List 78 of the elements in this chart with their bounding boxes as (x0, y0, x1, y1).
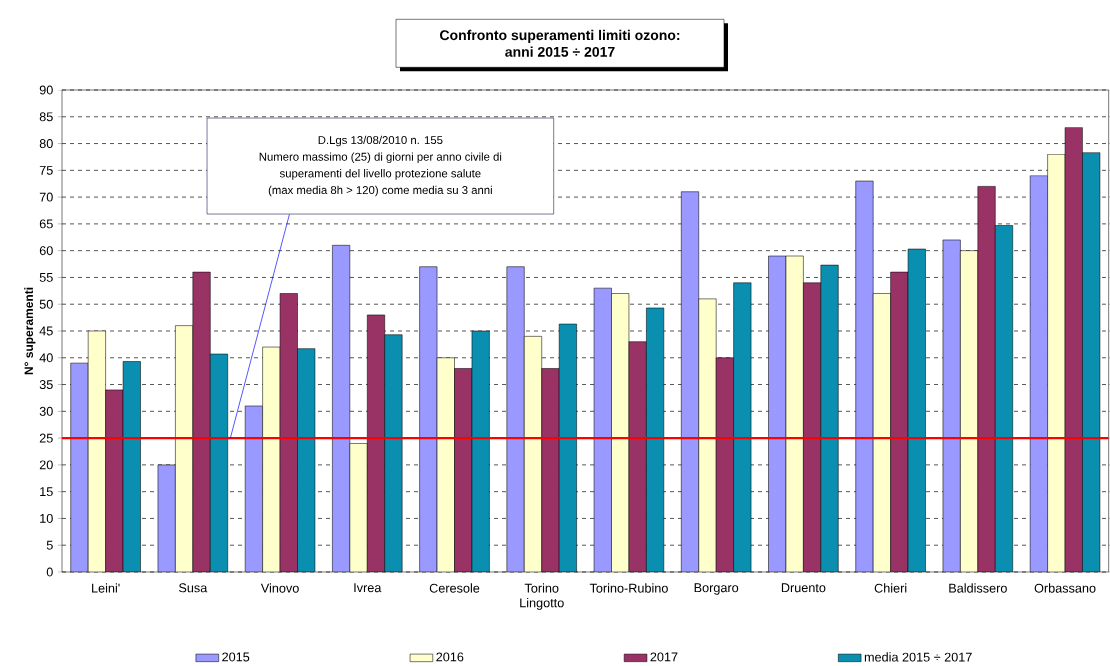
x-tick-label: Vinovo (260, 583, 299, 593)
bar (872, 293, 891, 572)
bar (541, 368, 560, 572)
y-tick-label: 40 (39, 353, 53, 363)
x-tick-label: Leini' (92, 583, 120, 593)
x-tick-label: Torino Lingotto (520, 583, 564, 610)
bar (715, 357, 734, 572)
bar (192, 271, 211, 572)
y-tick-label: 35 (39, 380, 53, 390)
bar (210, 353, 228, 572)
y-axis-title: N° superamenti (24, 287, 36, 375)
bar (262, 346, 281, 572)
bar (122, 361, 141, 572)
legend-label: media 2015 ÷ 2017 (864, 652, 972, 662)
x-tick-label: Ivrea (354, 583, 382, 593)
y-tick-label: 65 (39, 219, 53, 229)
y-tick-label: 85 (39, 112, 53, 122)
y-tick-label: 15 (40, 487, 53, 497)
bar (1082, 152, 1101, 572)
y-tick-label: 5 (46, 540, 53, 550)
legend-label: 2016 (436, 652, 464, 662)
bar (175, 325, 194, 572)
bar (907, 248, 926, 572)
bar (471, 330, 490, 572)
bar (803, 282, 822, 572)
y-tick-label: 30 (39, 406, 53, 416)
bar (628, 341, 647, 572)
y-tick-label: 25 (39, 433, 53, 443)
annotation: D.Lgs 13/08/2010 n. 155 (318, 135, 443, 147)
bar (995, 225, 1013, 572)
bar (785, 255, 804, 572)
bar (960, 250, 979, 572)
y-tick-label: 60 (39, 246, 53, 256)
y-tick-label: 0 (46, 567, 53, 577)
x-tick-label: Borgaro (694, 583, 739, 595)
y-tick-label: 20 (39, 460, 53, 470)
y-tick-label: 70 (39, 192, 53, 202)
bar (646, 307, 665, 572)
x-tick-label: Ceresole (429, 583, 480, 593)
y-tick-label: 80 (39, 139, 53, 149)
x-tick-label: Baldissero (949, 583, 1007, 593)
bar (698, 298, 717, 572)
bar (105, 389, 124, 572)
bar (384, 334, 403, 572)
y-tick-label: 75 (39, 165, 53, 175)
legend-label: 2015 (222, 652, 250, 662)
bar (890, 271, 909, 572)
bar (279, 293, 298, 572)
bar (524, 336, 542, 572)
x-tick-label: Susa (178, 583, 208, 593)
x-tick-label: Orbassano (1034, 583, 1096, 593)
legend-label: 2017 (650, 652, 678, 662)
y-tick-label: 90 (39, 85, 53, 95)
bar (454, 368, 473, 572)
y-tick-label: 45 (39, 326, 53, 336)
annotation: superamenti del livello protezione salute (279, 169, 481, 180)
bar (558, 323, 577, 572)
bar (436, 357, 455, 572)
bar (367, 314, 385, 572)
bar (297, 348, 316, 572)
x-tick-label: Druento (781, 583, 826, 593)
bar (1047, 154, 1066, 572)
bar (611, 293, 630, 572)
bar (977, 186, 996, 572)
chart-title: Confronto superamenti limiti ozono: (440, 29, 680, 43)
x-tick-label: Torino-Rubino (589, 583, 668, 593)
bar (733, 282, 752, 572)
annotation: (max media 8h > 120) come media su 3 anni (268, 185, 492, 197)
y-tick-label: 55 (39, 273, 53, 282)
x-tick-label: Chieri (874, 583, 907, 593)
y-tick-label: 50 (39, 299, 53, 309)
annotation: Numero massimo (25) di giorni per anno civile di (259, 152, 502, 163)
bar (820, 264, 839, 572)
chart-subtitle: anni 2015 ÷ 2017 (505, 46, 615, 57)
bar (87, 330, 106, 572)
bar (1064, 127, 1083, 572)
bar (349, 443, 368, 572)
y-tick-label: 10 (40, 513, 53, 523)
